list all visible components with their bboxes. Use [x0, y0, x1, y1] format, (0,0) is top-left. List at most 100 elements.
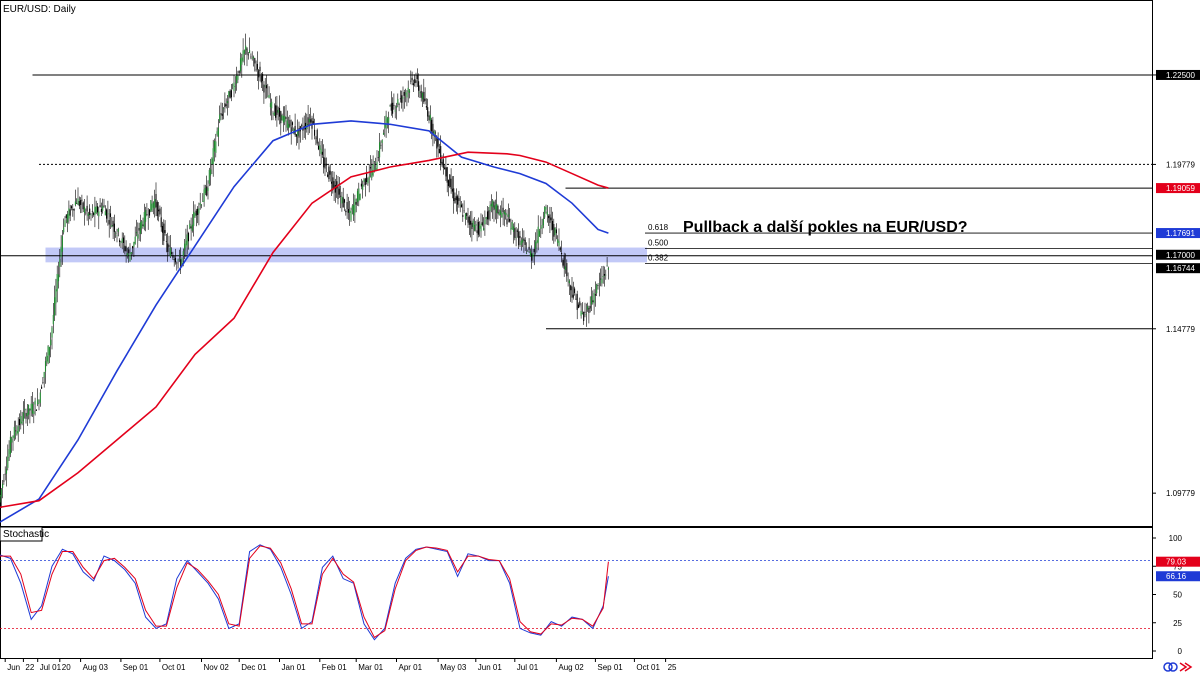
- candle-body: [548, 215, 550, 219]
- scroll-right-icon[interactable]: [1179, 662, 1193, 672]
- candle-body: [317, 145, 320, 150]
- candle-body: [385, 115, 387, 129]
- candle-body: [360, 183, 362, 187]
- candle-body: [113, 223, 115, 232]
- candle-body: [395, 106, 398, 108]
- candle-body: [558, 240, 560, 246]
- candle-body: [351, 205, 353, 211]
- candle-body: [447, 180, 450, 187]
- candle-body: [598, 283, 600, 284]
- candle-body: [375, 168, 377, 170]
- candle-body: [470, 220, 472, 225]
- candle-body: [288, 123, 290, 129]
- candle-body: [480, 223, 482, 232]
- candle-body: [17, 426, 19, 434]
- candle-body: [265, 85, 268, 89]
- candle-body: [228, 91, 230, 97]
- candle-body: [143, 211, 145, 228]
- candle-body: [126, 253, 128, 256]
- candle-body: [359, 194, 361, 200]
- candle-body: [54, 297, 56, 316]
- x-tick-label: Sep 01: [597, 663, 623, 672]
- candle-body: [230, 90, 232, 98]
- candle-body: [182, 251, 184, 256]
- candle-body: [515, 237, 517, 239]
- candle-body: [310, 119, 312, 123]
- candle-body: [220, 113, 222, 115]
- candle-body: [433, 131, 435, 136]
- candle-body: [349, 210, 351, 213]
- candle-body: [533, 248, 535, 253]
- candle-body: [315, 137, 317, 139]
- price-panel[interactable]: 0.618 0.500 0.382 1.22500 1.19779 1.14779 1.09…: [0, 0, 1200, 527]
- candle-body: [25, 412, 27, 419]
- candle-body: [226, 101, 229, 104]
- candle-body: [297, 130, 299, 136]
- candle-body: [484, 219, 486, 225]
- candle-body: [93, 212, 95, 215]
- candle-body: [475, 224, 477, 226]
- candle-body: [128, 249, 130, 254]
- candle-body: [278, 107, 281, 117]
- candle-body: [35, 410, 37, 411]
- price-tag: [1156, 69, 1200, 80]
- stochastic-y-tick-label: 100: [1169, 534, 1183, 543]
- candle-body: [104, 211, 106, 216]
- candle-body: [16, 431, 18, 435]
- candle-body: [457, 196, 459, 205]
- candle-body: [559, 247, 561, 250]
- candle-body: [9, 436, 11, 455]
- candle-body: [77, 198, 79, 205]
- candle-body: [312, 121, 314, 125]
- x-axis: Jun 22 Jul 01 20 Aug 03 Sep 01 Oct 01 Nov 02 Dec…: [4, 658, 677, 672]
- candle-body: [250, 56, 252, 58]
- candle-body: [76, 203, 78, 205]
- candle-body: [407, 87, 409, 92]
- candle-body: [50, 339, 52, 346]
- candle-body: [21, 421, 23, 424]
- candle-body: [415, 80, 417, 83]
- candle-body: [420, 91, 422, 98]
- candle-body: [323, 157, 325, 168]
- candle-body: [263, 84, 265, 93]
- candle-body: [337, 186, 339, 200]
- candle-body: [96, 206, 99, 213]
- candle-body: [564, 266, 567, 271]
- candle-body: [243, 50, 245, 54]
- sync-icon[interactable]: [1163, 662, 1178, 672]
- candle-body: [102, 206, 104, 211]
- candle-body: [410, 80, 412, 82]
- stochastic-y-tick-label: 25: [1173, 619, 1182, 628]
- candle-body: [0, 494, 1, 503]
- candle-body: [329, 170, 331, 175]
- candle-body: [34, 400, 36, 405]
- candle-body: [198, 208, 200, 214]
- candle-body: [241, 57, 243, 65]
- candle-body: [164, 230, 166, 233]
- candle-body: [314, 129, 316, 136]
- candle-body: [80, 200, 82, 205]
- candle-body: [566, 263, 568, 277]
- candle-body: [193, 211, 195, 226]
- candle-body: [431, 119, 433, 132]
- candle-body: [379, 142, 381, 158]
- candle-body: [412, 83, 414, 86]
- candle-body: [406, 92, 408, 98]
- candle-body: [588, 308, 590, 313]
- stochastic-y-tick-label: 0: [1178, 647, 1183, 656]
- candle-body: [355, 201, 357, 205]
- candle-body: [341, 196, 343, 204]
- candle-body: [593, 292, 595, 304]
- candle-body: [116, 235, 118, 236]
- stochastic-panel[interactable]: 100 75 50 25 0 79.03 66.16: [0, 526, 1200, 659]
- candle-body: [507, 214, 509, 217]
- candle-body: [390, 103, 392, 111]
- stochastic-y-tick-label: 75: [1173, 562, 1182, 571]
- candle-body: [506, 218, 508, 225]
- candle-body: [90, 214, 92, 216]
- stochastic-d-line: [0, 545, 609, 639]
- candle-body: [524, 239, 526, 245]
- candle-body: [229, 90, 231, 99]
- candle-body: [483, 228, 485, 231]
- candle-body: [154, 199, 156, 209]
